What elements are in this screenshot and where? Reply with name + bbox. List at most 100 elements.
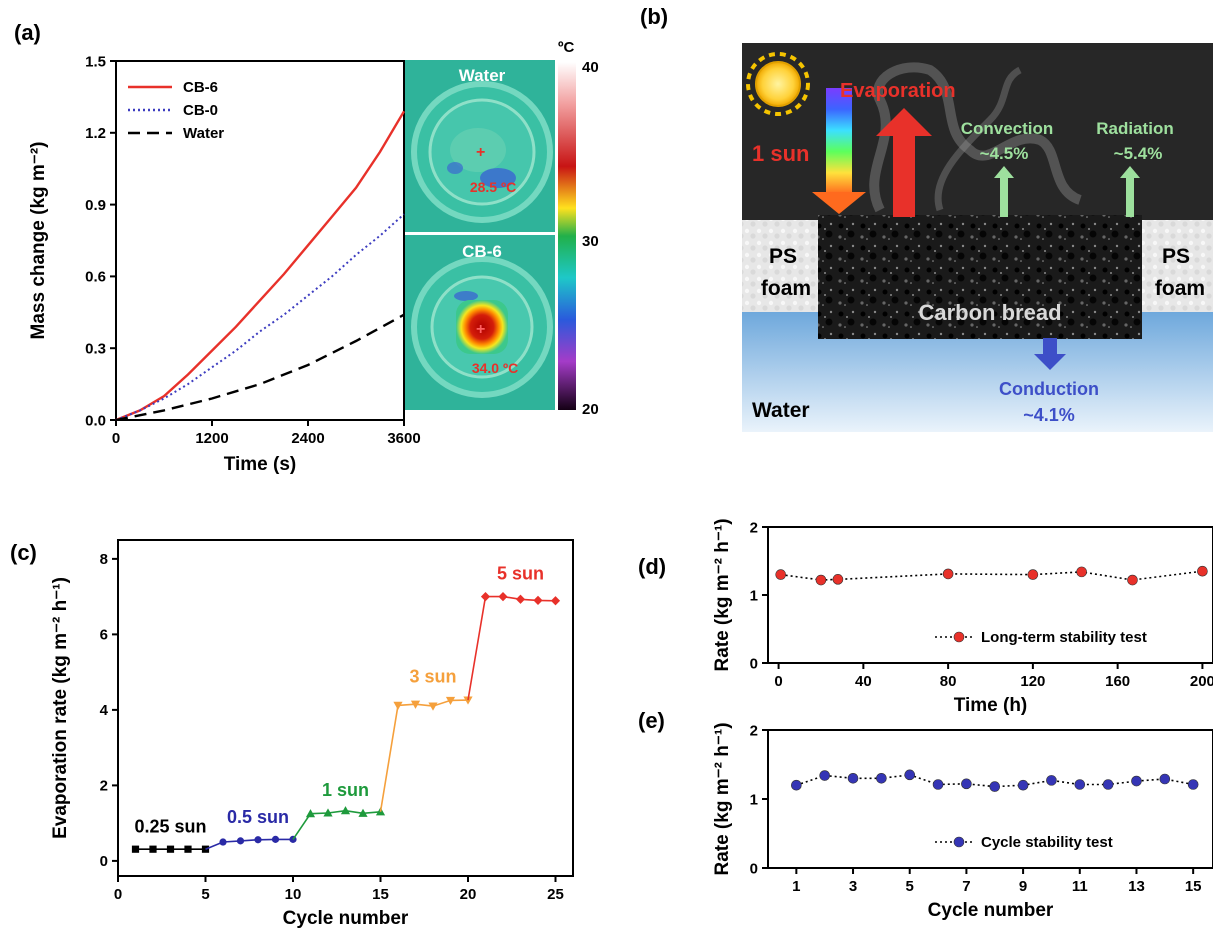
x-tick-label: 20 xyxy=(460,886,477,903)
x-tick-label: 0 xyxy=(774,673,782,690)
legend-label: CB-0 xyxy=(183,102,218,119)
long-term-stability-chart: 0 40 80 120 160 200 0 1 2 Time (h) Rate (kg m⁻² h⁻… xyxy=(712,518,1213,716)
thermal-temp-cb6: 34.0 ºC xyxy=(472,360,518,376)
ps-foam-right xyxy=(1140,220,1213,312)
y-tick-label: 4 xyxy=(100,702,109,719)
data-point xyxy=(876,772,887,784)
data-point xyxy=(815,574,827,586)
convection-arrow xyxy=(994,166,1014,217)
x-tick-label: 25 xyxy=(547,886,564,903)
x-tick-label: 2400 xyxy=(291,430,324,447)
thermal-label-water: Water xyxy=(459,66,506,85)
x-tick-label: 1 xyxy=(792,878,800,895)
y-tick-label: 1.2 xyxy=(85,125,106,142)
data-point xyxy=(832,574,844,585)
data-point xyxy=(323,808,333,817)
data-point xyxy=(219,838,227,846)
y-tick-label: 1 xyxy=(750,791,758,808)
legend-marker xyxy=(953,836,965,848)
data-point xyxy=(340,806,351,815)
data-point xyxy=(236,837,245,845)
x-tick-label: 5 xyxy=(201,886,209,903)
panel-label-a: (a) xyxy=(14,20,41,45)
data-point xyxy=(932,779,944,790)
air-region xyxy=(742,43,1213,220)
data-point xyxy=(149,845,157,853)
data-point xyxy=(480,592,491,602)
thermal-image-water: + Water 28.5 ºC xyxy=(405,60,555,232)
series-label: 0.5 sun xyxy=(227,807,289,827)
svg-text:+: + xyxy=(476,321,485,338)
data-point xyxy=(819,770,830,781)
series-line-cb-0 xyxy=(115,213,405,421)
conduction-pct: ~4.1% xyxy=(1023,405,1075,425)
radiation-pct: ~5.4% xyxy=(1114,144,1163,163)
data-point xyxy=(498,592,508,602)
incoming-light-arrow xyxy=(812,88,866,214)
data-point xyxy=(550,596,561,606)
conduction-arrow xyxy=(1034,338,1066,370)
y-tick-label: 0.0 xyxy=(85,412,106,429)
x-tick-label: 13 xyxy=(1128,878,1145,895)
x-tick-label: 40 xyxy=(855,673,872,690)
thermal-temp-water: 28.5 ºC xyxy=(470,179,516,195)
y-tick-label: 0 xyxy=(750,860,758,877)
x-tick-label: 10 xyxy=(285,886,302,903)
data-point xyxy=(1159,773,1171,785)
colorbar-tick-20: 20 xyxy=(582,401,599,418)
convection-pct: ~4.5% xyxy=(980,144,1029,163)
data-point xyxy=(305,809,316,818)
thermal-image-cb6: + CB-6 34.0 ºC xyxy=(405,235,555,410)
data-point xyxy=(775,569,787,580)
data-point xyxy=(515,594,526,604)
data-point xyxy=(463,696,473,705)
thermal-label-cb6: CB-6 xyxy=(462,242,502,261)
x-tick-label: 7 xyxy=(962,878,970,895)
data-point xyxy=(1017,779,1029,791)
data-point xyxy=(1131,775,1142,787)
plot-frame xyxy=(117,539,574,877)
series-line xyxy=(379,699,469,812)
x-axis-label: Cycle number xyxy=(283,908,409,928)
data-point xyxy=(271,835,280,843)
y-tick-label: 0 xyxy=(100,853,108,870)
evaporation-diagram: Evaporation 1 sun Convection ~4.5% Radia… xyxy=(742,43,1213,432)
series-line-cb-6 xyxy=(115,110,406,422)
carbon-bread-label: Carbon bread xyxy=(918,300,1061,325)
x-tick-label: 120 xyxy=(1020,673,1045,690)
colorbar-unit: ºC xyxy=(558,39,574,56)
data-point xyxy=(1127,574,1138,586)
y-axis-label: Evaporation rate (kg m⁻² h⁻¹) xyxy=(50,577,71,839)
sun-icon xyxy=(746,52,810,116)
legend-label: CB-6 xyxy=(183,79,218,96)
panel-label-d: (d) xyxy=(638,554,666,579)
y-tick-label: 0.6 xyxy=(85,269,106,286)
panel-label-e: (e) xyxy=(638,708,665,733)
x-axis-label: Time (s) xyxy=(224,454,297,475)
x-tick-label: 160 xyxy=(1105,673,1130,690)
x-tick-label: 15 xyxy=(1185,878,1202,895)
y-tick-label: 2 xyxy=(750,722,758,739)
carbon-bread xyxy=(818,215,1142,339)
legend-label: Cycle stability test xyxy=(981,834,1113,851)
y-tick-label: 0.3 xyxy=(85,340,106,357)
series-line xyxy=(796,774,1194,788)
mass-change-chart: 0 1200 2400 3600 0.0 0.3 0.6 0.9 1.2 1.5 Time (s) M… xyxy=(28,53,421,475)
data-point xyxy=(445,696,456,706)
series-line xyxy=(780,570,1203,581)
series-label: 0.25 sun xyxy=(134,817,206,837)
data-point xyxy=(1197,565,1208,577)
x-tick-label: 5 xyxy=(906,878,914,895)
data-point xyxy=(1076,566,1087,578)
x-axis-label: Cycle number xyxy=(928,900,1054,921)
ps-foam-left-label-1: PS xyxy=(769,245,797,268)
vapor-smoke xyxy=(869,62,1083,213)
data-point xyxy=(166,845,175,853)
radiation-label: Radiation xyxy=(1096,119,1173,138)
colorbar: ºC 40 30 20 xyxy=(558,39,599,418)
x-tick-label: 80 xyxy=(940,673,957,690)
y-axis-label: Mass change (kg m⁻²) xyxy=(28,142,49,340)
x-tick-label: 0 xyxy=(112,430,120,447)
x-tick-label: 9 xyxy=(1019,878,1027,895)
